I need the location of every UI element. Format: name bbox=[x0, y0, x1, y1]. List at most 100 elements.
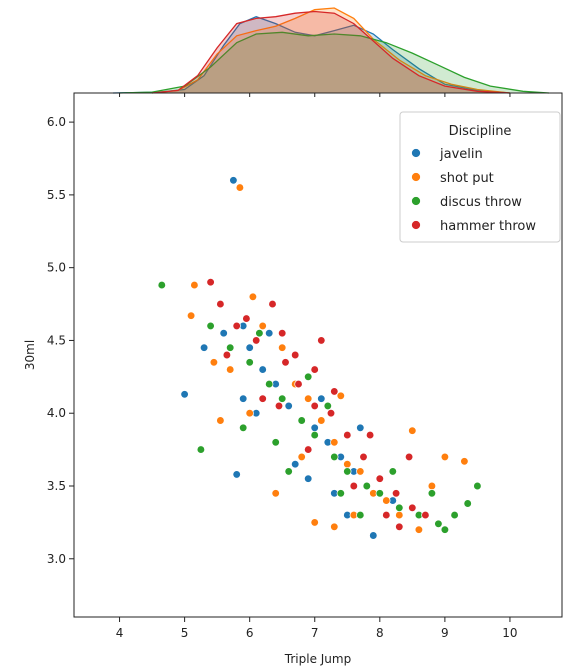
legend-label-javelin: javelin bbox=[439, 147, 483, 162]
point-discus-throw bbox=[245, 358, 254, 367]
y-tick-label: 4.0 bbox=[47, 406, 66, 420]
point-shot-put bbox=[395, 510, 404, 520]
point-hammer-throw bbox=[310, 401, 319, 411]
y-tick-label: 6.0 bbox=[47, 115, 66, 129]
point-discus-throw bbox=[239, 423, 248, 432]
kde-line-shot-put bbox=[152, 7, 510, 94]
point-hammer-throw bbox=[395, 522, 404, 531]
point-javelin bbox=[258, 365, 267, 374]
point-hammer-throw bbox=[294, 379, 303, 389]
legend: Discipline javelin shot put discus throw ha… bbox=[399, 111, 561, 243]
point-hammer-throw bbox=[421, 510, 430, 520]
y-tick-label: 3.0 bbox=[47, 552, 66, 566]
point-javelin bbox=[317, 394, 326, 403]
point-discus-throw bbox=[206, 321, 215, 331]
point-javelin bbox=[245, 343, 254, 352]
x-tick-label: 7 bbox=[311, 626, 319, 640]
point-shot-put bbox=[440, 452, 450, 462]
point-hammer-throw bbox=[330, 387, 339, 396]
point-shot-put bbox=[330, 522, 339, 531]
point-hammer-throw bbox=[382, 510, 391, 520]
point-shot-put bbox=[336, 391, 345, 400]
point-shot-put bbox=[408, 426, 417, 435]
point-discus-throw bbox=[473, 481, 482, 491]
kde-line-discus-throw bbox=[119, 31, 550, 94]
legend-label-shot-put: shot put bbox=[440, 171, 494, 186]
point-javelin bbox=[265, 329, 274, 338]
point-discus-throw bbox=[388, 467, 397, 476]
kde-area-discus-throw bbox=[119, 32, 549, 93]
point-hammer-throw bbox=[216, 299, 225, 309]
point-javelin bbox=[284, 401, 293, 411]
point-hammer-throw bbox=[375, 474, 384, 483]
point-discus-throw bbox=[278, 394, 287, 403]
point-hammer-throw bbox=[258, 394, 267, 403]
point-javelin bbox=[310, 423, 319, 432]
point-discus-throw bbox=[343, 467, 352, 476]
y-tick-label: 4.5 bbox=[47, 333, 66, 347]
point-hammer-throw bbox=[343, 430, 352, 440]
point-hammer-throw bbox=[404, 452, 414, 462]
legend-marker-javelin bbox=[411, 148, 421, 158]
point-javelin bbox=[291, 460, 300, 469]
y-axis-label: 30ml bbox=[23, 340, 37, 370]
point-shot-put bbox=[297, 452, 306, 462]
kde-area-javelin bbox=[113, 16, 510, 94]
point-shot-put bbox=[216, 416, 225, 425]
point-discus-throw bbox=[362, 481, 371, 491]
point-shot-put bbox=[258, 321, 267, 331]
point-hammer-throw bbox=[359, 452, 368, 462]
point-hammer-throw bbox=[278, 329, 287, 338]
y-tick-label: 5.0 bbox=[47, 261, 66, 275]
x-tick-label: 10 bbox=[502, 626, 517, 640]
point-hammer-throw bbox=[281, 358, 290, 367]
point-hammer-throw bbox=[304, 445, 313, 454]
point-hammer-throw bbox=[252, 336, 261, 345]
point-hammer-throw bbox=[268, 299, 277, 309]
point-hammer-throw bbox=[310, 365, 319, 374]
point-javelin bbox=[219, 329, 228, 338]
point-shot-put bbox=[382, 496, 391, 505]
legend-marker-discus-throw bbox=[411, 196, 421, 206]
point-javelin bbox=[356, 423, 365, 432]
x-tick-label: 9 bbox=[441, 626, 449, 640]
point-shot-put bbox=[310, 518, 319, 527]
point-discus-throw bbox=[196, 445, 206, 454]
point-shot-put bbox=[330, 438, 339, 447]
point-shot-put bbox=[248, 292, 258, 301]
legend-label-hammer-throw: hammer throw bbox=[440, 219, 536, 234]
point-javelin bbox=[180, 390, 189, 399]
marginal-kde bbox=[74, 7, 562, 97]
point-hammer-throw bbox=[349, 481, 358, 491]
point-shot-put bbox=[317, 416, 326, 425]
point-javelin bbox=[304, 474, 313, 483]
x-tick-label: 5 bbox=[181, 626, 189, 640]
point-shot-put bbox=[343, 460, 352, 469]
point-shot-put bbox=[235, 183, 245, 192]
point-shot-put bbox=[190, 280, 199, 290]
legend-box bbox=[399, 111, 561, 243]
point-hammer-throw bbox=[222, 350, 232, 360]
point-discus-throw bbox=[450, 510, 459, 520]
point-discus-throw bbox=[336, 489, 345, 498]
point-discus-throw bbox=[255, 329, 264, 338]
x-axis-ticks: 4 5 6 7 8 9 10 bbox=[116, 617, 518, 640]
kde-area-shot-put bbox=[152, 8, 510, 93]
point-hammer-throw bbox=[317, 336, 326, 345]
point-discus-throw bbox=[304, 372, 313, 381]
y-axis-ticks: 3.0 3.5 4.0 4.5 5.0 5.5 6.0 bbox=[47, 115, 74, 566]
point-shot-put bbox=[356, 467, 365, 476]
point-hammer-throw bbox=[326, 409, 336, 418]
point-discus-throw bbox=[330, 452, 339, 462]
point-shot-put bbox=[304, 394, 313, 403]
point-hammer-throw bbox=[408, 503, 417, 512]
point-hammer-throw bbox=[206, 278, 215, 287]
point-shot-put bbox=[245, 409, 254, 418]
x-tick-label: 8 bbox=[376, 626, 384, 640]
point-shot-put bbox=[414, 525, 424, 534]
x-tick-label: 6 bbox=[246, 626, 254, 640]
x-tick-label: 4 bbox=[116, 626, 124, 640]
point-shot-put bbox=[460, 457, 469, 466]
point-javelin bbox=[369, 531, 378, 540]
